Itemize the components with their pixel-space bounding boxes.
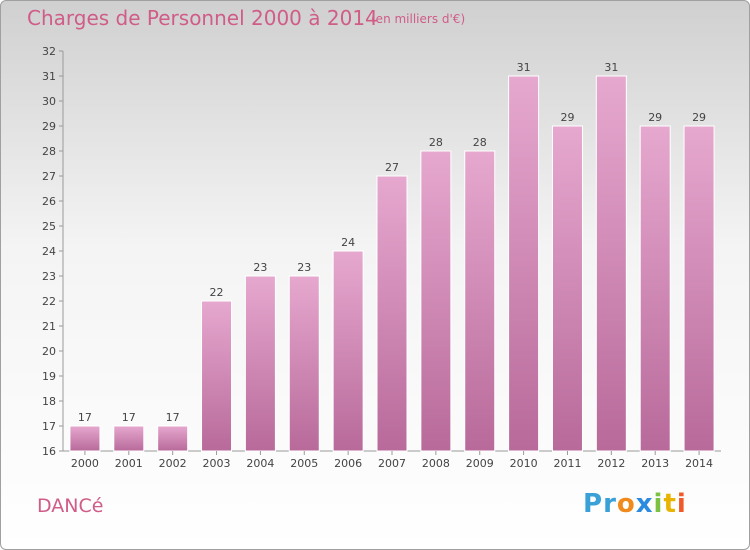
- bar-value-label: 22: [210, 286, 224, 299]
- bar: [595, 75, 627, 452]
- y-tick-label: 19: [42, 370, 56, 383]
- chart-subtitle: (en milliers d'€): [371, 12, 466, 26]
- bar: [464, 150, 496, 452]
- bar-value-label: 24: [341, 236, 355, 249]
- x-tick-label: 2011: [553, 457, 581, 470]
- bar: [683, 125, 715, 452]
- x-tick-label: 2005: [290, 457, 318, 470]
- y-tick-label: 27: [42, 170, 56, 183]
- y-tick-label: 20: [42, 345, 56, 358]
- y-tick-label: 24: [42, 245, 56, 258]
- x-tick-label: 2009: [466, 457, 494, 470]
- bar: [508, 75, 540, 452]
- x-tick-label: 2008: [422, 457, 450, 470]
- bar: [376, 175, 408, 452]
- bar: [157, 425, 189, 452]
- y-tick-label: 32: [42, 45, 56, 58]
- bar-value-label: 27: [385, 161, 399, 174]
- y-tick-label: 17: [42, 420, 56, 433]
- logo-letter: t: [663, 489, 677, 519]
- x-tick-label: 2014: [685, 457, 713, 470]
- bar-value-label: 23: [253, 261, 267, 274]
- commune-name: DANCé: [37, 495, 104, 517]
- y-tick-label: 18: [42, 395, 56, 408]
- y-tick-label: 16: [42, 445, 56, 458]
- logo-letter: i: [676, 489, 687, 519]
- logo-letter: P: [583, 489, 604, 519]
- x-tick-label: 2003: [203, 457, 231, 470]
- y-tick-label: 25: [42, 220, 56, 233]
- x-tick-label: 2004: [246, 457, 274, 470]
- x-tick-label: 2000: [71, 457, 99, 470]
- bar: [288, 275, 320, 452]
- bar-value-label: 29: [560, 111, 574, 124]
- x-tick-label: 2012: [597, 457, 625, 470]
- bar-value-label: 28: [429, 136, 443, 149]
- x-tick-label: 2001: [115, 457, 143, 470]
- x-tick-label: 2002: [159, 457, 187, 470]
- proxiti-logo: Proxiti: [583, 489, 687, 519]
- logo-letter: r: [603, 489, 617, 519]
- bar: [69, 425, 101, 452]
- bar-value-label: 28: [473, 136, 487, 149]
- bar: [420, 150, 452, 452]
- bar-value-label: 31: [517, 61, 531, 74]
- bar: [551, 125, 583, 452]
- x-tick-label: 2006: [334, 457, 362, 470]
- y-tick-label: 31: [42, 70, 56, 83]
- chart-title: Charges de Personnel 2000 à 2014: [27, 6, 378, 30]
- bar: [332, 250, 364, 452]
- logo-letter: i: [653, 489, 664, 519]
- x-tick-label: 2013: [641, 457, 669, 470]
- bar: [244, 275, 276, 452]
- bar: [201, 300, 233, 452]
- bar-value-label: 17: [122, 411, 136, 424]
- y-tick-label: 21: [42, 320, 56, 333]
- logo-letter: x: [635, 489, 654, 519]
- bar-value-label: 17: [78, 411, 92, 424]
- y-tick-label: 30: [42, 95, 56, 108]
- bar-value-label: 17: [166, 411, 180, 424]
- y-tick-label: 22: [42, 295, 56, 308]
- logo-letter: o: [616, 489, 636, 519]
- y-tick-label: 26: [42, 195, 56, 208]
- bar: [639, 125, 671, 452]
- bar-value-label: 23: [297, 261, 311, 274]
- y-tick-label: 28: [42, 145, 56, 158]
- bar-value-label: 31: [604, 61, 618, 74]
- x-tick-label: 2007: [378, 457, 406, 470]
- x-tick-label: 2010: [510, 457, 538, 470]
- bar-value-label: 29: [648, 111, 662, 124]
- y-tick-label: 23: [42, 270, 56, 283]
- bar: [113, 425, 145, 452]
- bar-value-label: 29: [692, 111, 706, 124]
- y-tick-label: 29: [42, 120, 56, 133]
